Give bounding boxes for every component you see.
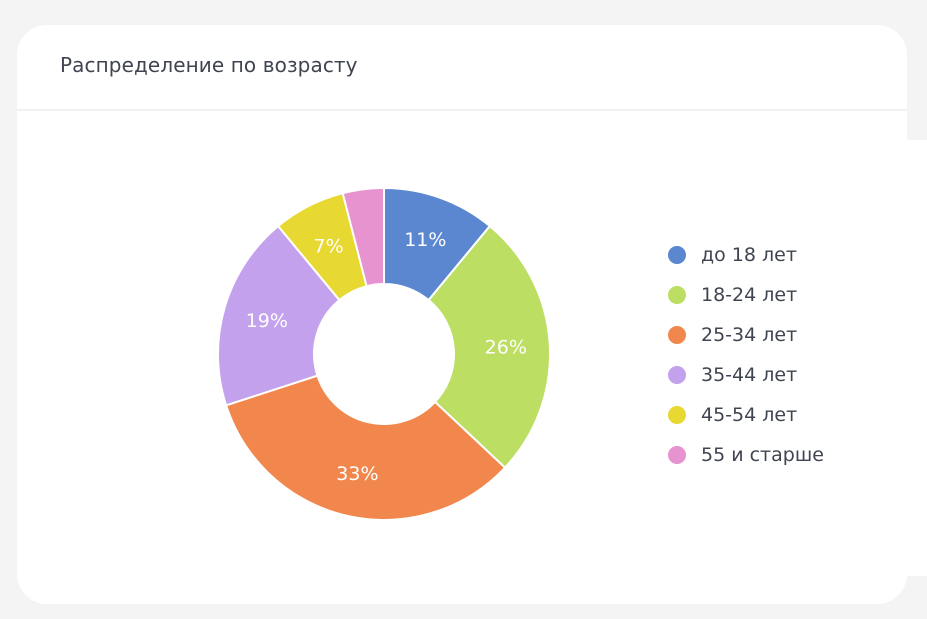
slice-value-label: 33% bbox=[336, 463, 378, 485]
chart-legend: до 18 лет 18-24 лет 25-34 лет 35-44 лет … bbox=[668, 235, 824, 475]
age-distribution-card: Распределение по возрасту 11% 26% 33% 19% 7%… bbox=[17, 25, 907, 604]
legend-color-dot-icon bbox=[668, 406, 686, 424]
background-strip bbox=[907, 140, 927, 576]
legend-item-0[interactable]: до 18 лет bbox=[668, 235, 824, 275]
donut-chart: 11% 26% 33% 19% 7% bbox=[217, 186, 551, 521]
card-header: Распределение по возрасту bbox=[17, 25, 907, 111]
legend-color-dot-icon bbox=[668, 326, 686, 344]
legend-color-dot-icon bbox=[668, 246, 686, 264]
donut-slice-3[interactable] bbox=[217, 224, 341, 407]
legend-label: 55 и старше bbox=[701, 444, 824, 466]
legend-item-3[interactable]: 35-44 лет bbox=[668, 355, 824, 395]
legend-label: 25-34 лет bbox=[701, 324, 798, 346]
legend-color-dot-icon bbox=[668, 446, 686, 464]
slice-value-label: 26% bbox=[485, 336, 527, 358]
legend-label: 45-54 лет bbox=[701, 404, 798, 426]
legend-item-5[interactable]: 55 и старше bbox=[668, 435, 824, 475]
legend-item-2[interactable]: 25-34 лет bbox=[668, 315, 824, 355]
legend-color-dot-icon bbox=[668, 286, 686, 304]
legend-label: до 18 лет bbox=[701, 244, 797, 266]
slice-value-label: 19% bbox=[246, 310, 288, 332]
legend-item-4[interactable]: 45-54 лет bbox=[668, 395, 824, 435]
donut-slice-2[interactable] bbox=[224, 374, 507, 521]
legend-item-1[interactable]: 18-24 лет bbox=[668, 275, 824, 315]
card-title: Распределение по возрасту bbox=[60, 53, 358, 77]
legend-label: 35-44 лет bbox=[701, 364, 798, 386]
donut-slice-1[interactable] bbox=[427, 224, 551, 470]
donut-slice-5[interactable] bbox=[341, 186, 385, 288]
slice-value-label: 11% bbox=[404, 229, 446, 251]
legend-label: 18-24 лет bbox=[701, 284, 798, 306]
slice-value-label: 7% bbox=[314, 235, 344, 257]
legend-color-dot-icon bbox=[668, 366, 686, 384]
